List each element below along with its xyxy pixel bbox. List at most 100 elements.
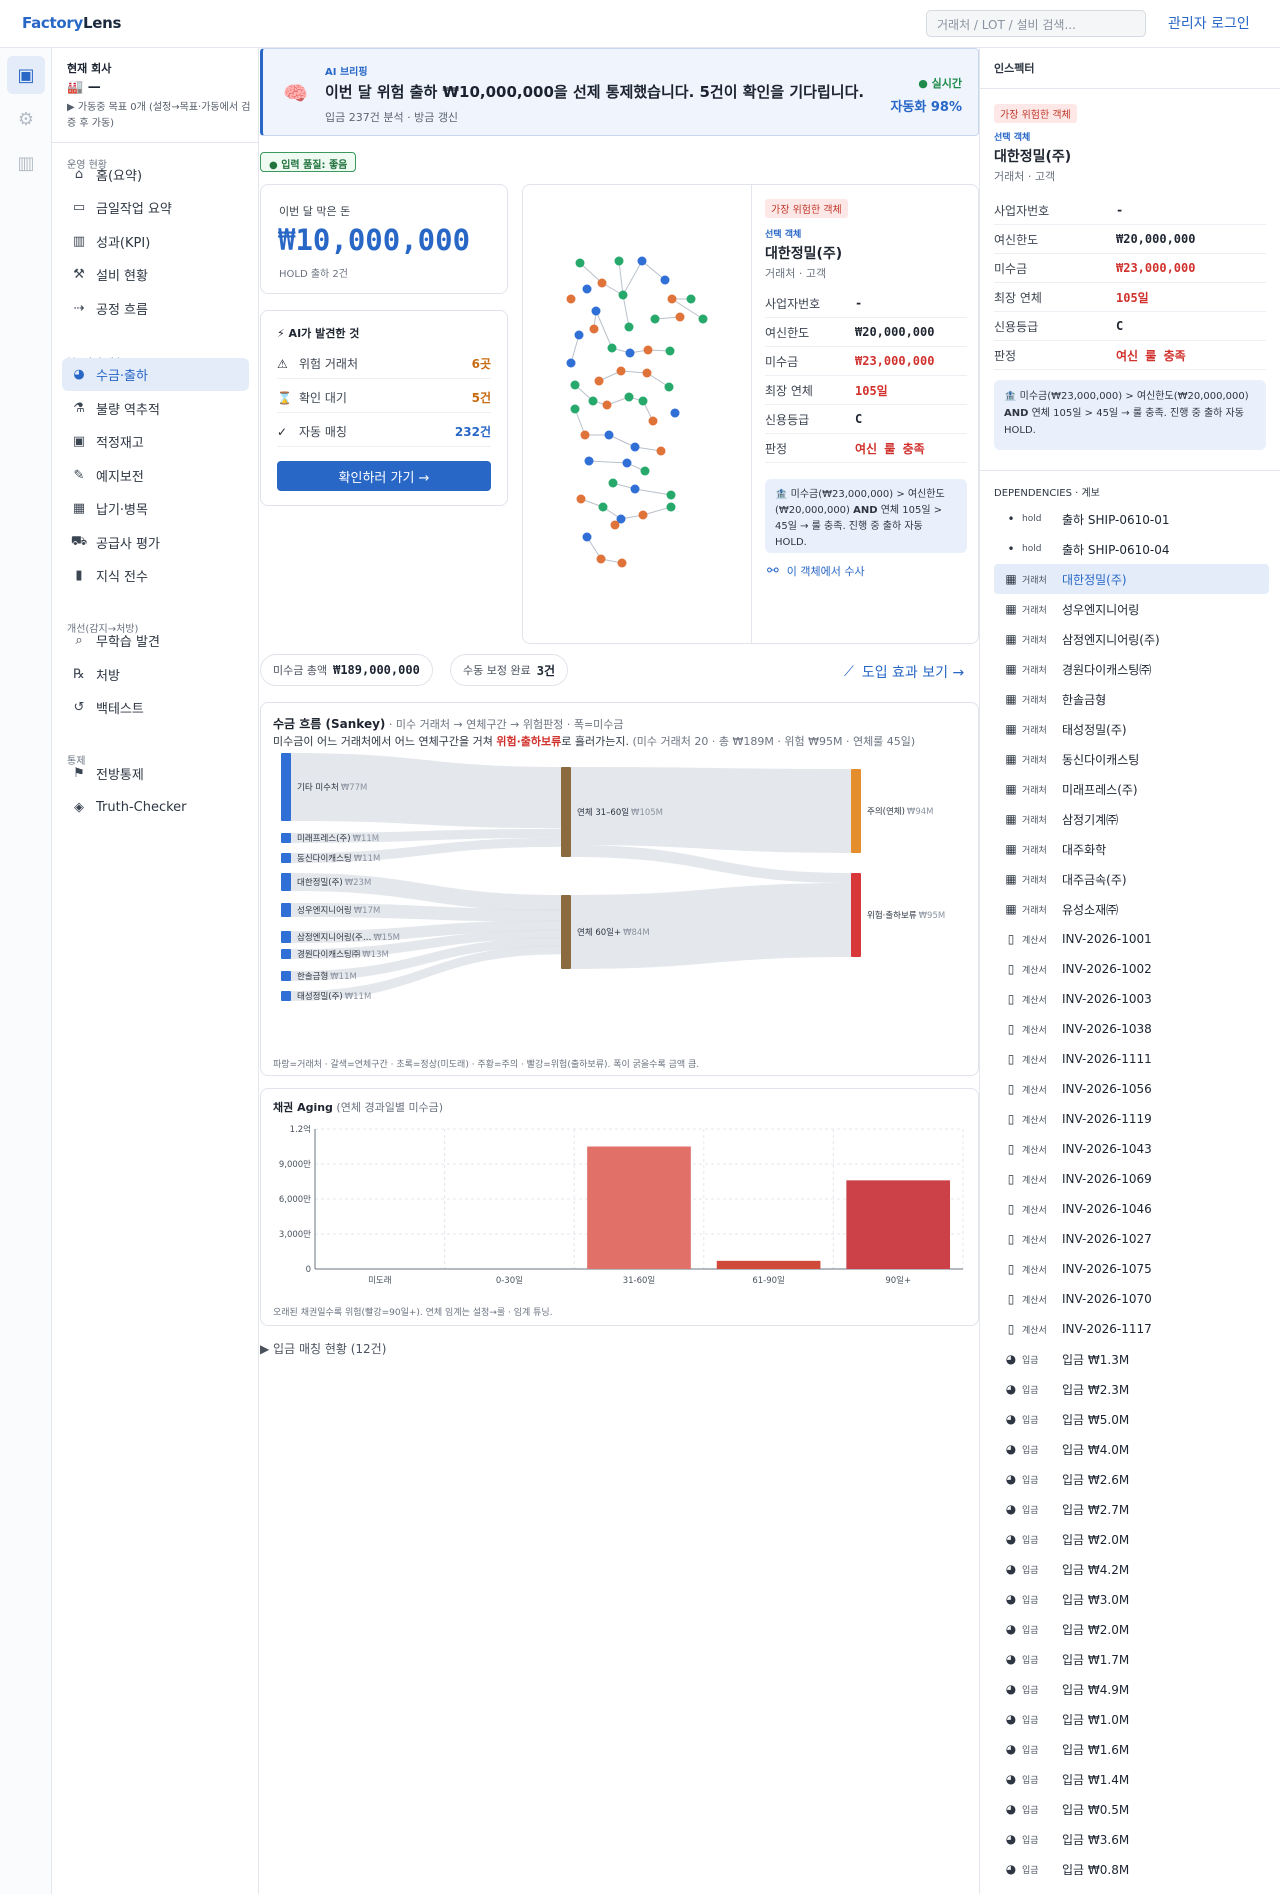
dependency-item[interactable]: ▦ 거래처 태성정밀(주) — [994, 714, 1269, 744]
graph-node — [624, 322, 634, 332]
dashboard-icon[interactable]: ▣ — [7, 56, 45, 94]
graph-node — [574, 330, 584, 340]
investigate-link[interactable]: ⚯ 이 객체에서 수사 — [767, 563, 865, 579]
dependency-item[interactable]: • hold 출하 SHIP-0610-01 — [994, 504, 1269, 534]
dependency-item[interactable]: ◕ 입금 입금 ₩1.6M — [994, 1734, 1269, 1764]
field-key: 최장 연체 — [994, 290, 1042, 305]
dependency-item[interactable]: ▯ 계산서 INV-2026-1117 — [994, 1314, 1269, 1344]
sidebar-item-2[interactable]: ▥ 성과(KPI) — [62, 225, 249, 258]
dependency-icon: ▯ — [1007, 1082, 1015, 1096]
dependency-item[interactable]: ◕ 입금 입금 ₩1.0M — [994, 1704, 1269, 1734]
dependency-item[interactable]: ◕ 입금 입금 ₩4.2M — [994, 1554, 1269, 1584]
sidebar-item-5[interactable]: ◕ 수금·출하 — [62, 358, 249, 391]
dependency-item[interactable]: ◕ 입금 입금 ₩5.0M — [994, 1404, 1269, 1434]
dependency-item[interactable]: ◕ 입금 입금 ₩3.6M — [994, 1824, 1269, 1854]
dependency-item[interactable]: ▯ 계산서 INV-2026-1002 — [994, 954, 1269, 984]
dependency-item[interactable]: ▯ 계산서 INV-2026-1070 — [994, 1284, 1269, 1314]
graph-node — [630, 484, 640, 494]
field-row: 최장 연체 105일 — [765, 376, 967, 405]
ai-found-row[interactable]: ✓ 자동 매칭 232건 — [277, 417, 491, 447]
gear-icon[interactable]: ⚙ — [17, 108, 35, 130]
sidebar-item-6[interactable]: ⚗ 불량 역추적 — [62, 392, 249, 425]
dependency-item[interactable]: ◕ 입금 입금 ₩1.3M — [994, 1344, 1269, 1374]
dependency-item[interactable]: ▦ 거래처 삼정기계㈜ — [994, 804, 1269, 834]
dependency-item[interactable]: ▦ 거래처 대한정밀(주) — [994, 564, 1269, 594]
sidebar-item-1[interactable]: ▭ 금일작업 요약 — [62, 191, 249, 224]
dependency-item[interactable]: ◕ 입금 입금 ₩4.9M — [994, 1674, 1269, 1704]
dependency-item[interactable]: ▯ 계산서 INV-2026-1003 — [994, 984, 1269, 1014]
relationship-graph[interactable] — [523, 185, 753, 645]
effect-link[interactable]: ⟋ 도입 효과 보기 → — [844, 664, 965, 681]
sidebar-item-14[interactable]: ↺ 백테스트 — [62, 691, 249, 724]
dependency-item[interactable]: ▦ 거래처 성우엔지니어링 — [994, 594, 1269, 624]
dependency-item[interactable]: ◕ 입금 입금 ₩4.0M — [994, 1434, 1269, 1464]
field-value: 여신 룰 충족 — [1116, 348, 1186, 363]
dependency-type: 거래처 — [1022, 785, 1047, 796]
dependency-item[interactable]: ◕ 입금 입금 ₩2.0M — [994, 1524, 1269, 1554]
dependency-item[interactable]: ▯ 계산서 INV-2026-1027 — [994, 1224, 1269, 1254]
sidebar-item-0[interactable]: ⌂ 홈(요약) — [62, 158, 249, 191]
dependency-item[interactable]: ◕ 입금 입금 ₩2.3M — [994, 1374, 1269, 1404]
inspector-risk-badge: 가장 위험한 객체 — [994, 104, 1077, 123]
dependency-item[interactable]: ◕ 입금 입금 ₩0.8M — [994, 1854, 1269, 1884]
sidebar-item-11[interactable]: ▮ 지식 전수 — [62, 559, 249, 592]
dependency-item[interactable]: ▯ 계산서 INV-2026-1046 — [994, 1194, 1269, 1224]
library-icon[interactable]: ▥ — [17, 152, 35, 174]
dependency-item[interactable]: ▯ 계산서 INV-2026-1075 — [994, 1254, 1269, 1284]
sidebar-item-16[interactable]: ◈ Truth-Checker — [62, 791, 249, 824]
dependency-item[interactable]: ▯ 계산서 INV-2026-1119 — [994, 1104, 1269, 1134]
dependency-item[interactable]: ▦ 거래처 미래프레스(주) — [994, 774, 1269, 804]
dependency-item[interactable]: ◕ 입금 입금 ₩2.0M — [994, 1614, 1269, 1644]
dependency-item[interactable]: ◕ 입금 입금 ₩3.0M — [994, 1584, 1269, 1614]
graph-node — [566, 358, 576, 368]
dependency-item[interactable]: ▦ 거래처 한솔금형 — [994, 684, 1269, 714]
sidebar-item-4[interactable]: ⇢ 공정 흐름 — [62, 292, 249, 325]
dependency-item[interactable]: ▦ 거래처 동신다이캐스팅 — [994, 744, 1269, 774]
dependency-type: 계산서 — [1022, 1145, 1047, 1156]
search-input[interactable]: 거래처 / LOT / 설비 검색... — [926, 10, 1146, 37]
dependency-item[interactable]: ▯ 계산서 INV-2026-1111 — [994, 1044, 1269, 1074]
sidebar-item-8[interactable]: ✎ 예지보전 — [62, 459, 249, 492]
dependency-item[interactable]: • hold 출하 SHIP-0610-04 — [994, 534, 1269, 564]
sidebar-item-icon: ⇢ — [73, 301, 85, 316]
dependency-type: 거래처 — [1022, 725, 1047, 736]
sidebar-item-icon: ◕ — [73, 367, 85, 382]
dependency-item[interactable]: ▯ 계산서 INV-2026-1069 — [994, 1164, 1269, 1194]
graph-node — [575, 258, 585, 268]
sidebar-item-9[interactable]: ▦ 납기·병목 — [62, 492, 249, 525]
sidebar-item-12[interactable]: ⌕ 무학습 발견 — [62, 624, 249, 657]
dependency-label: 대주화학 — [1062, 842, 1107, 857]
sidebar-item-3[interactable]: ⚒ 설비 현황 — [62, 258, 249, 291]
admin-login-link[interactable]: 관리자 로그인 — [1168, 16, 1250, 32]
sidebar-item-13[interactable]: ℞ 처방 — [62, 658, 249, 691]
dependency-item[interactable]: ▦ 거래처 삼정엔지니어링(주) — [994, 624, 1269, 654]
dependency-item[interactable]: ▦ 거래처 유성소재㈜ — [994, 894, 1269, 924]
dependency-item[interactable]: ◕ 입금 입금 ₩2.6M — [994, 1464, 1269, 1494]
field-row: 판정 여신 룰 충족 — [765, 434, 967, 463]
dependency-item[interactable]: ▦ 거래처 대주금속(주) — [994, 864, 1269, 894]
dependency-item[interactable]: ▯ 계산서 INV-2026-1056 — [994, 1074, 1269, 1104]
dependency-icon: ▦ — [1005, 812, 1017, 826]
dependency-item[interactable]: ▯ 계산서 INV-2026-1001 — [994, 924, 1269, 954]
sidebar-item-icon: ▣ — [72, 434, 86, 449]
ai-found-row[interactable]: ⚠ 위험 거래처 6곳 — [277, 349, 491, 379]
sidebar-item-icon: ▭ — [72, 200, 86, 215]
dependency-item[interactable]: ▦ 거래처 대주화학 — [994, 834, 1269, 864]
sidebar-item-15[interactable]: ⚑ 전방통제 — [62, 757, 249, 790]
dependency-item[interactable]: ◕ 입금 입금 ₩1.4M — [994, 1764, 1269, 1794]
dependency-type: 계산서 — [1022, 1205, 1047, 1216]
go-check-button[interactable]: 확인하러 가기 → — [277, 461, 491, 491]
sidebar-item-10[interactable]: ⛟ 공급사 평가 — [62, 526, 249, 559]
dependency-item[interactable]: ◕ 입금 입금 ₩1.7M — [994, 1644, 1269, 1674]
dependency-type: 거래처 — [1022, 845, 1047, 856]
sidebar-item-7[interactable]: ▣ 적정재고 — [62, 425, 249, 458]
dependency-item[interactable]: ▯ 계산서 INV-2026-1038 — [994, 1014, 1269, 1044]
match-status-toggle[interactable]: ▶ 입금 매칭 현황 (12건) — [260, 1342, 387, 1356]
dependency-item[interactable]: ◕ 입금 입금 ₩0.5M — [994, 1794, 1269, 1824]
dependency-item[interactable]: ▯ 계산서 INV-2026-1043 — [994, 1134, 1269, 1164]
dependency-item[interactable]: ◕ 입금 입금 ₩2.7M — [994, 1494, 1269, 1524]
sankey-source-node — [281, 931, 291, 943]
ai-found-row[interactable]: ⌛ 확인 대기 5건 — [277, 383, 491, 413]
dependency-item[interactable]: ▦ 거래처 경원다이캐스팅㈜ — [994, 654, 1269, 684]
app-logo[interactable]: FactoryLens — [22, 14, 122, 32]
